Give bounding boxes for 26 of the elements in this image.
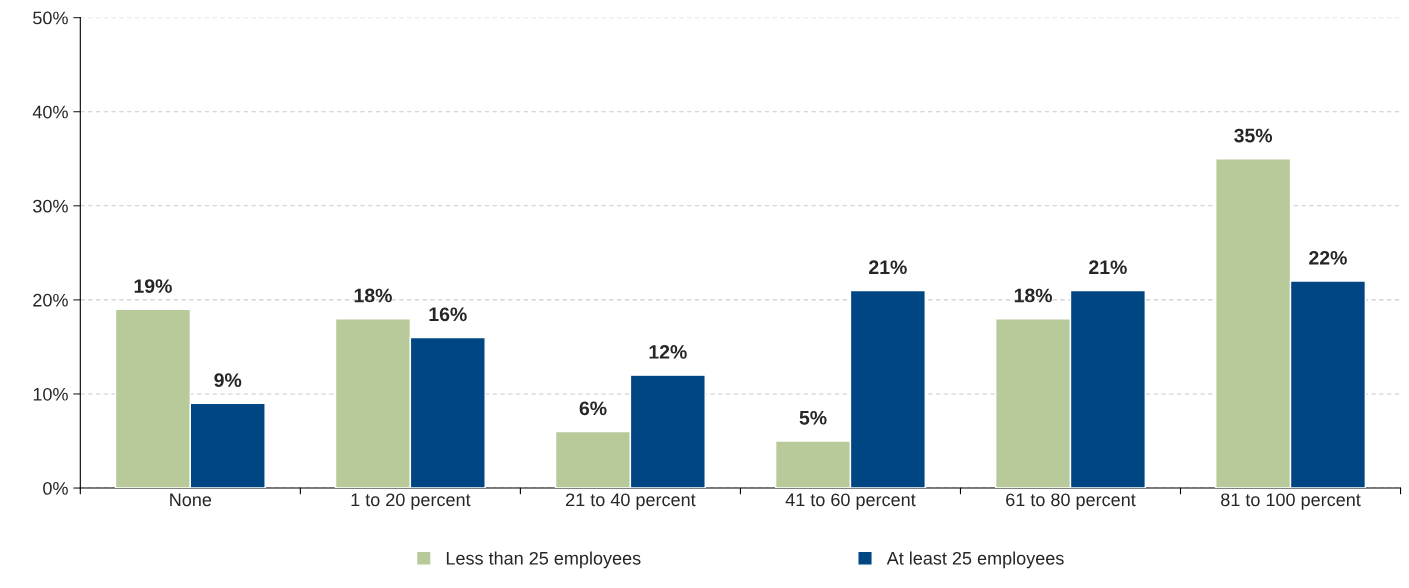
data-label: 6% <box>579 401 607 416</box>
legend-label: Less than 25 employees <box>446 551 641 569</box>
x-tick-label: None <box>170 493 212 507</box>
data-label: 12% <box>649 345 687 359</box>
y-tick-label: 50% <box>33 11 68 25</box>
data-label: 21% <box>1089 260 1127 275</box>
y-tick-label: 20% <box>33 293 68 307</box>
y-tick-label: 40% <box>32 105 68 119</box>
data-label: 19% <box>134 279 172 293</box>
y-tick-label: 30% <box>33 199 68 213</box>
data-label: 35% <box>1234 128 1273 143</box>
x-tick-label: 1 to 20 percent <box>351 493 471 510</box>
data-label: 5% <box>799 410 827 425</box>
y-tick-label: 0% <box>43 481 68 495</box>
y-tick-label: 10% <box>33 387 68 401</box>
data-label: 21% <box>869 260 907 275</box>
data-label: 18% <box>354 288 392 303</box>
x-tick-label: 21 to 40 percent <box>566 493 696 510</box>
x-tick-label: 61 to 80 percent <box>1006 493 1136 510</box>
data-label: 22% <box>1309 250 1347 265</box>
data-label: 9% <box>214 373 242 388</box>
x-tick-label: 41 to 60 percent <box>785 493 916 510</box>
data-label: 16% <box>429 307 467 322</box>
data-label: 18% <box>1014 288 1053 303</box>
legend-label: At least 25 employees <box>886 551 1064 569</box>
x-tick-label: 81 to 100 percent <box>1221 493 1361 510</box>
